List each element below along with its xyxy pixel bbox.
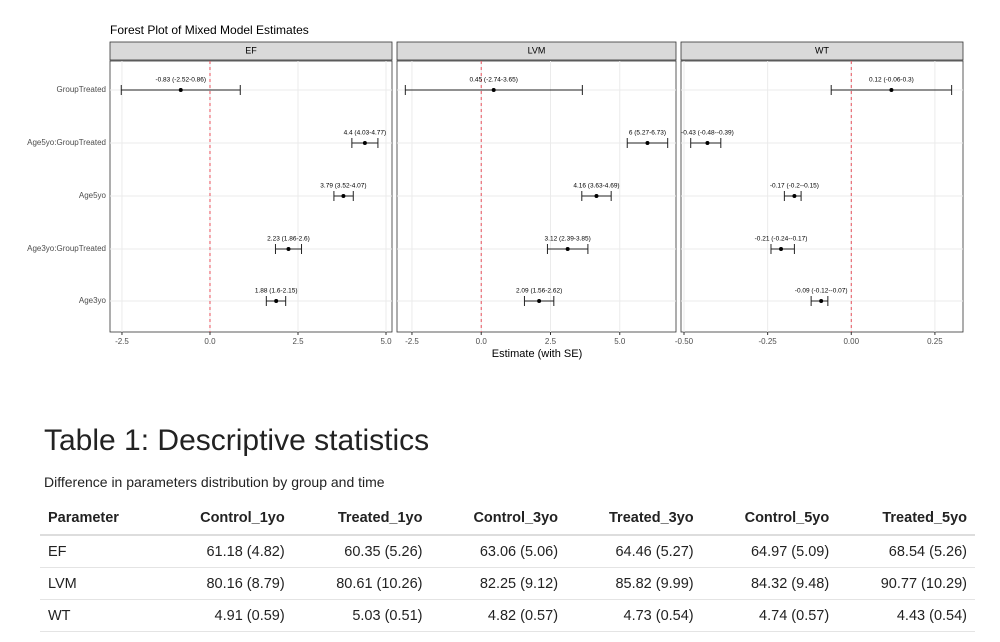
x-tick-label: 0.00 [843,337,859,346]
strip-label: EF [245,45,257,55]
x-tick-label: 2.5 [292,337,304,346]
y-tick-label: GroupTreated [56,85,106,94]
x-tick-label: 0.25 [927,337,943,346]
panel-content: -0.83 (-2.52-0.86) 4.4 (4.03-4.77) 3.79 (3… [110,61,392,332]
header-cell: Control_3yo [430,502,567,536]
table-row: LVM 80.16 (8.79) 80.61 (10.26) 82.25 (9.12)… [40,567,975,600]
header-cell: Control_5yo [701,502,838,536]
table-cell: LVM [40,567,158,600]
table-cell: WT [40,599,158,632]
value-label: 2.09 (1.56-2.62) [516,288,562,295]
table-cell: 60.35 (5.26) [292,535,431,568]
value-label: 4.4 (4.03-4.77) [344,130,387,137]
value-label: 4.16 (3.63-4.69) [573,183,619,190]
value-label: 0.12 (-0.06-0.3) [869,77,914,84]
table-cell: 82.25 (9.12) [430,567,567,600]
table-cell: 4.74 (0.57) [701,599,838,632]
chart-title: Forest Plot of Mixed Model Estimates [110,23,309,37]
y-tick-label: Age5yo [79,191,107,200]
header-cell: Treated_1yo [292,502,431,536]
estimate-point [889,88,894,92]
estimate-point [274,299,279,303]
table-cell: 90.77 (10.29) [837,567,975,600]
x-axis-label: Estimate (with SE) [492,348,582,360]
table-cell: 80.61 (10.26) [292,567,431,600]
x-tick-label: 0.0 [476,337,488,346]
table-cell: 85.82 (9.99) [566,567,702,600]
table-cell: 63.06 (5.06) [430,535,567,568]
y-tick-label: Age3yo:GroupTreated [27,244,106,253]
estimate-point [491,88,496,92]
estimate-point [286,247,291,251]
value-label: 3.79 (3.52-4.07) [320,183,366,190]
x-tick-label: -2.5 [115,337,129,346]
panel-content: 0.45 (-2.74-3.65) 6 (5.27-6.73) 4.16 (3.63… [397,61,676,332]
table-cell: EF [40,535,158,568]
estimate-point [779,247,784,251]
x-tick-label: 0.0 [204,337,216,346]
table-title: Table 1: Descriptive statistics [44,424,430,457]
value-label: -0.43 (-0.48--0.39) [681,130,734,137]
x-tick-label: 5.0 [614,337,626,346]
table-row: WT 4.91 (0.59) 5.03 (0.51) 4.82 (0.57) 4.73 … [40,599,975,632]
table-cell: 64.46 (5.27) [566,535,702,568]
estimate-point [705,141,710,145]
strip-label: LVM [528,45,546,55]
table-cell: 4.91 (0.59) [157,599,293,632]
value-label: 1.88 (1.6-2.15) [255,288,298,295]
value-label: -0.21 (-0.24--0.17) [755,236,808,243]
value-label: 2.23 (1.86-2.6) [267,236,310,243]
table-cell: 4.73 (0.54) [566,599,702,632]
strip-label: WT [815,45,829,55]
stats-table: Parameter Control_1yo Treated_1yo Control_3… [40,502,975,632]
x-tick-label: -0.50 [675,337,694,346]
strip [396,41,677,61]
x-tick-label: 2.5 [545,337,557,346]
table-cell: 80.16 (8.79) [157,567,293,600]
strip [109,41,393,61]
value-label: -0.83 (-2.52-0.86) [155,77,206,84]
value-label: 0.45 (-2.74-3.65) [469,77,517,84]
x-tick-label: 5.0 [380,337,392,346]
table-cell: 68.54 (5.26) [837,535,975,568]
estimate-point [819,299,824,303]
table-row: EF 61.18 (4.82) 60.35 (5.26) 63.06 (5.06) 64… [40,535,975,568]
estimate-point [178,88,183,92]
table-cell: 64.97 (5.09) [701,535,838,568]
estimate-point [362,141,367,145]
strip [680,41,964,61]
value-label: -0.09 (-0.12--0.07) [795,288,848,295]
header-cell: Treated_5yo [837,502,975,536]
header-cell: Treated_3yo [566,502,702,536]
y-tick-label: Age5yo:GroupTreated [27,138,106,147]
value-label: 6 (5.27-6.73) [629,130,666,137]
y-tick-label: Age3yo [79,296,107,305]
table-subtitle: Difference in parameters distribution by… [44,474,385,490]
estimate-point [594,194,599,198]
table-cell: 84.32 (9.48) [701,567,838,600]
table-cell: 4.82 (0.57) [430,599,567,632]
header-cell: Control_1yo [157,502,293,536]
estimate-point [792,194,797,198]
value-label: -0.17 (-0.2--0.15) [770,183,819,190]
estimate-point [565,247,570,251]
estimate-point [645,141,650,145]
estimate-point [341,194,346,198]
header-row: Parameter Control_1yo Treated_1yo Control_3… [40,502,975,536]
header-cell: Parameter [40,502,158,536]
forest-plot: Forest Plot of Mixed Model Estimates Est… [27,23,964,360]
x-tick-label: -2.5 [405,337,419,346]
table-cell: 61.18 (4.82) [157,535,293,568]
panel-content: 0.12 (-0.06-0.3) -0.43 (-0.48--0.39) -0.17… [681,61,963,332]
value-label: 3.12 (2.39-3.85) [545,236,591,243]
x-tick-label: -0.25 [759,337,778,346]
table-cell: 5.03 (0.51) [292,599,431,632]
table-cell: 4.43 (0.54) [837,599,975,632]
estimate-point [537,299,542,303]
